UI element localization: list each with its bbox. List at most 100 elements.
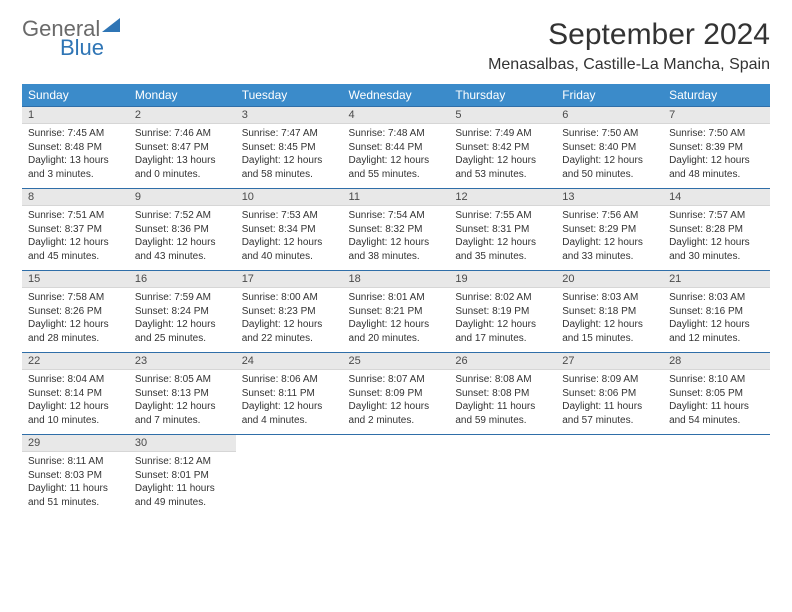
day-details: Sunrise: 8:09 AMSunset: 8:06 PMDaylight:…: [556, 370, 663, 431]
sunset-line: Sunset: 8:05 PM: [669, 387, 764, 401]
day-details: Sunrise: 8:01 AMSunset: 8:21 PMDaylight:…: [343, 288, 450, 349]
daylight-line: Daylight: 12 hours and 25 minutes.: [135, 318, 230, 345]
sunset-line: Sunset: 8:23 PM: [242, 305, 337, 319]
sunrise-line: Sunrise: 8:07 AM: [349, 373, 444, 387]
calendar-day-cell: 8Sunrise: 7:51 AMSunset: 8:37 PMDaylight…: [22, 189, 129, 271]
calendar-day-cell: 2Sunrise: 7:46 AMSunset: 8:47 PMDaylight…: [129, 107, 236, 189]
day-number: 14: [663, 189, 770, 206]
day-details: Sunrise: 7:50 AMSunset: 8:39 PMDaylight:…: [663, 124, 770, 185]
sunrise-line: Sunrise: 7:47 AM: [242, 127, 337, 141]
sunset-line: Sunset: 8:08 PM: [455, 387, 550, 401]
sunset-line: Sunset: 8:16 PM: [669, 305, 764, 319]
day-details: Sunrise: 7:52 AMSunset: 8:36 PMDaylight:…: [129, 206, 236, 267]
day-details: Sunrise: 7:54 AMSunset: 8:32 PMDaylight:…: [343, 206, 450, 267]
day-details: Sunrise: 8:08 AMSunset: 8:08 PMDaylight:…: [449, 370, 556, 431]
daylight-line: Daylight: 11 hours and 59 minutes.: [455, 400, 550, 427]
sunrise-line: Sunrise: 7:53 AM: [242, 209, 337, 223]
sunset-line: Sunset: 8:29 PM: [562, 223, 657, 237]
sunrise-line: Sunrise: 7:55 AM: [455, 209, 550, 223]
day-details: Sunrise: 7:47 AMSunset: 8:45 PMDaylight:…: [236, 124, 343, 185]
day-number: 13: [556, 189, 663, 206]
calendar-day-cell: 9Sunrise: 7:52 AMSunset: 8:36 PMDaylight…: [129, 189, 236, 271]
calendar-day-cell: 16Sunrise: 7:59 AMSunset: 8:24 PMDayligh…: [129, 271, 236, 353]
daylight-line: Daylight: 11 hours and 54 minutes.: [669, 400, 764, 427]
day-details: Sunrise: 7:53 AMSunset: 8:34 PMDaylight:…: [236, 206, 343, 267]
sunrise-line: Sunrise: 8:12 AM: [135, 455, 230, 469]
sunrise-line: Sunrise: 7:50 AM: [669, 127, 764, 141]
calendar-empty-cell: [236, 435, 343, 517]
sunset-line: Sunset: 8:48 PM: [28, 141, 123, 155]
calendar-day-cell: 4Sunrise: 7:48 AMSunset: 8:44 PMDaylight…: [343, 107, 450, 189]
calendar-day-cell: 11Sunrise: 7:54 AMSunset: 8:32 PMDayligh…: [343, 189, 450, 271]
sunset-line: Sunset: 8:42 PM: [455, 141, 550, 155]
day-number: 5: [449, 107, 556, 124]
sunset-line: Sunset: 8:06 PM: [562, 387, 657, 401]
day-number: 8: [22, 189, 129, 206]
sunset-line: Sunset: 8:03 PM: [28, 469, 123, 483]
daylight-line: Daylight: 12 hours and 4 minutes.: [242, 400, 337, 427]
calendar-day-cell: 15Sunrise: 7:58 AMSunset: 8:26 PMDayligh…: [22, 271, 129, 353]
calendar-day-cell: 21Sunrise: 8:03 AMSunset: 8:16 PMDayligh…: [663, 271, 770, 353]
calendar-day-cell: 27Sunrise: 8:09 AMSunset: 8:06 PMDayligh…: [556, 353, 663, 435]
calendar-table: SundayMondayTuesdayWednesdayThursdayFrid…: [22, 84, 770, 517]
day-details: Sunrise: 8:06 AMSunset: 8:11 PMDaylight:…: [236, 370, 343, 431]
sunrise-line: Sunrise: 7:48 AM: [349, 127, 444, 141]
daylight-line: Daylight: 12 hours and 17 minutes.: [455, 318, 550, 345]
sunrise-line: Sunrise: 8:03 AM: [562, 291, 657, 305]
day-number: 6: [556, 107, 663, 124]
day-number: 17: [236, 271, 343, 288]
daylight-line: Daylight: 12 hours and 12 minutes.: [669, 318, 764, 345]
sunset-line: Sunset: 8:39 PM: [669, 141, 764, 155]
brand-line2: Blue: [60, 37, 120, 59]
sunset-line: Sunset: 8:45 PM: [242, 141, 337, 155]
daylight-line: Daylight: 11 hours and 57 minutes.: [562, 400, 657, 427]
brand-logo: General Blue: [22, 18, 120, 59]
day-number: 20: [556, 271, 663, 288]
day-details: Sunrise: 8:00 AMSunset: 8:23 PMDaylight:…: [236, 288, 343, 349]
day-details: Sunrise: 8:10 AMSunset: 8:05 PMDaylight:…: [663, 370, 770, 431]
sunrise-line: Sunrise: 8:08 AM: [455, 373, 550, 387]
daylight-line: Daylight: 13 hours and 3 minutes.: [28, 154, 123, 181]
day-number: 15: [22, 271, 129, 288]
calendar-week-row: 1Sunrise: 7:45 AMSunset: 8:48 PMDaylight…: [22, 107, 770, 189]
sunrise-line: Sunrise: 8:09 AM: [562, 373, 657, 387]
calendar-day-cell: 10Sunrise: 7:53 AMSunset: 8:34 PMDayligh…: [236, 189, 343, 271]
calendar-day-cell: 19Sunrise: 8:02 AMSunset: 8:19 PMDayligh…: [449, 271, 556, 353]
daylight-line: Daylight: 12 hours and 40 minutes.: [242, 236, 337, 263]
calendar-day-cell: 12Sunrise: 7:55 AMSunset: 8:31 PMDayligh…: [449, 189, 556, 271]
calendar-header-row: SundayMondayTuesdayWednesdayThursdayFrid…: [22, 84, 770, 107]
calendar-week-row: 22Sunrise: 8:04 AMSunset: 8:14 PMDayligh…: [22, 353, 770, 435]
daylight-line: Daylight: 12 hours and 7 minutes.: [135, 400, 230, 427]
sunrise-line: Sunrise: 7:58 AM: [28, 291, 123, 305]
calendar-day-cell: 3Sunrise: 7:47 AMSunset: 8:45 PMDaylight…: [236, 107, 343, 189]
day-details: Sunrise: 8:03 AMSunset: 8:16 PMDaylight:…: [663, 288, 770, 349]
day-number: 18: [343, 271, 450, 288]
daylight-line: Daylight: 12 hours and 33 minutes.: [562, 236, 657, 263]
sunrise-line: Sunrise: 7:59 AM: [135, 291, 230, 305]
sunrise-line: Sunrise: 8:10 AM: [669, 373, 764, 387]
sunset-line: Sunset: 8:18 PM: [562, 305, 657, 319]
day-number: 26: [449, 353, 556, 370]
sunset-line: Sunset: 8:26 PM: [28, 305, 123, 319]
weekday-header: Monday: [129, 84, 236, 107]
sunset-line: Sunset: 8:37 PM: [28, 223, 123, 237]
day-details: Sunrise: 7:55 AMSunset: 8:31 PMDaylight:…: [449, 206, 556, 267]
sunset-line: Sunset: 8:19 PM: [455, 305, 550, 319]
daylight-line: Daylight: 12 hours and 45 minutes.: [28, 236, 123, 263]
day-number: 19: [449, 271, 556, 288]
calendar-day-cell: 25Sunrise: 8:07 AMSunset: 8:09 PMDayligh…: [343, 353, 450, 435]
day-details: Sunrise: 7:48 AMSunset: 8:44 PMDaylight:…: [343, 124, 450, 185]
day-details: Sunrise: 7:56 AMSunset: 8:29 PMDaylight:…: [556, 206, 663, 267]
month-title: September 2024: [488, 18, 770, 52]
day-details: Sunrise: 7:49 AMSunset: 8:42 PMDaylight:…: [449, 124, 556, 185]
day-number: 1: [22, 107, 129, 124]
calendar-week-row: 29Sunrise: 8:11 AMSunset: 8:03 PMDayligh…: [22, 435, 770, 517]
sunrise-line: Sunrise: 8:03 AM: [669, 291, 764, 305]
calendar-day-cell: 7Sunrise: 7:50 AMSunset: 8:39 PMDaylight…: [663, 107, 770, 189]
daylight-line: Daylight: 12 hours and 15 minutes.: [562, 318, 657, 345]
day-number: 11: [343, 189, 450, 206]
calendar-empty-cell: [663, 435, 770, 517]
calendar-day-cell: 28Sunrise: 8:10 AMSunset: 8:05 PMDayligh…: [663, 353, 770, 435]
calendar-day-cell: 6Sunrise: 7:50 AMSunset: 8:40 PMDaylight…: [556, 107, 663, 189]
daylight-line: Daylight: 12 hours and 50 minutes.: [562, 154, 657, 181]
